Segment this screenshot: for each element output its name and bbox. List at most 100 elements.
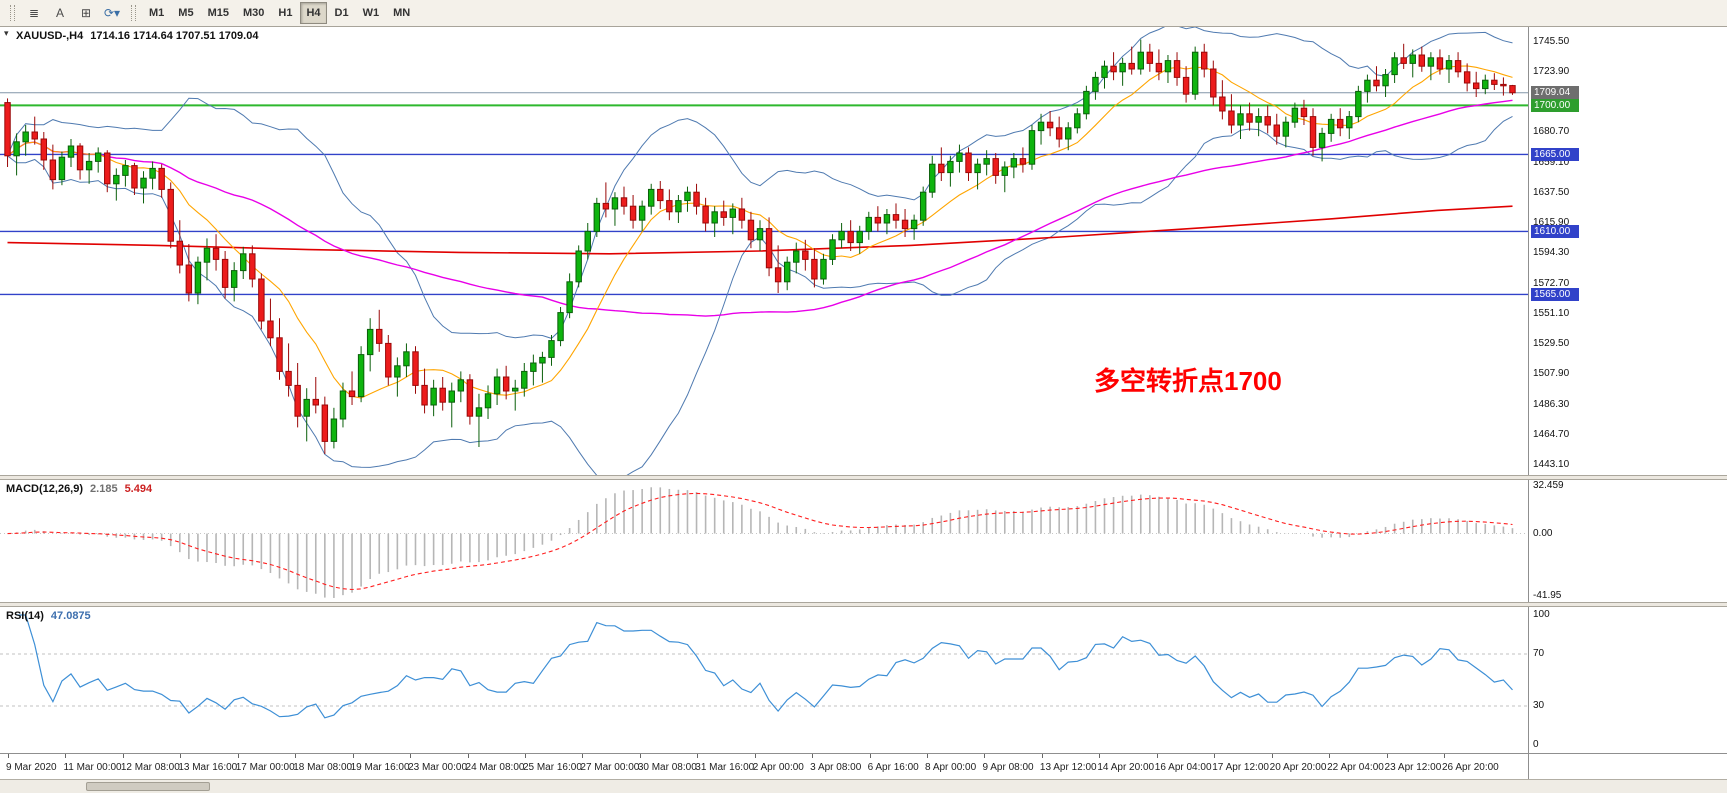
time-tick — [582, 754, 584, 758]
price-scale-label: 1507.90 — [1533, 368, 1570, 380]
price-chart-canvas[interactable]: 多空转折点1700 — [0, 27, 1528, 475]
price-scale-label: 1572.70 — [1533, 277, 1570, 289]
refresh-dropdown-icon[interactable]: ⟳▾ — [103, 6, 121, 20]
macd-canvas[interactable] — [0, 480, 1528, 602]
chart-annotation[interactable]: 多空转折点1700 — [1094, 366, 1282, 396]
timeframe-button-h1[interactable]: H1 — [278, 7, 293, 19]
time-tick — [180, 754, 182, 758]
price-scale-label: 1680.70 — [1533, 126, 1570, 138]
symbol-timeframe-label: XAUUSD-,H4 — [16, 30, 84, 42]
rsi-value: 47.0875 — [50, 610, 91, 622]
time-tick — [639, 754, 641, 758]
rsi-scale-label: 100 — [1533, 609, 1550, 620]
toolbar-grip[interactable] — [10, 5, 15, 21]
time-axis-label: 12 Mar 08:00 — [120, 762, 180, 773]
price-scale-label: 1529.50 — [1533, 338, 1570, 350]
time-tick — [1041, 754, 1043, 758]
rsi-canvas[interactable] — [0, 607, 1528, 753]
time-axis-label: 24 Mar 08:00 — [465, 762, 525, 773]
menu-icon[interactable]: ≣ — [28, 6, 40, 20]
price-scale-label: 1443.10 — [1533, 459, 1570, 471]
time-axis-label: 14 Apr 20:00 — [1097, 762, 1155, 773]
time-axis-label: 6 Apr 16:00 — [867, 762, 919, 773]
level-price-box: 1565.00 — [1531, 287, 1579, 301]
text-tool-icon[interactable]: A — [55, 6, 64, 20]
price-scale-label: 1745.50 — [1533, 35, 1570, 47]
time-axis-label: 22 Apr 04:00 — [1327, 762, 1384, 773]
one-click-trading-toggle[interactable]: ▾ — [4, 28, 9, 38]
time-axis-label: 30 Mar 08:00 — [637, 762, 697, 773]
price-scale-label: 1551.10 — [1533, 307, 1570, 319]
time-tick — [295, 754, 297, 758]
timeframe-button-m5[interactable]: M5 — [178, 7, 194, 19]
timeframe-button-m1[interactable]: M1 — [149, 7, 165, 19]
price-scale-label: 1723.90 — [1533, 65, 1570, 77]
time-tick — [524, 754, 526, 758]
time-axis-label: 17 Apr 12:00 — [1212, 762, 1269, 773]
price-scale[interactable]: 1745.50 1723.90 1680.70 1659.10 1637.50 1615.… — [1529, 27, 1727, 475]
time-axis-label: 13 Mar 16:00 — [178, 762, 238, 773]
time-tick — [65, 754, 67, 758]
time-tick — [984, 754, 986, 758]
macd-scale-label: 0.00 — [1533, 527, 1553, 539]
toolbar-grip[interactable] — [131, 5, 136, 21]
time-axis-label: 27 Mar 00:00 — [580, 762, 640, 773]
time-axis-label: 9 Apr 08:00 — [982, 762, 1034, 773]
price-scale-label: 1486.30 — [1533, 398, 1570, 410]
macd-label: MACD(12,26,9) — [6, 483, 84, 495]
time-tick — [352, 754, 354, 758]
rsi-line — [16, 614, 1513, 719]
bollinger-upper-band — [7, 27, 1513, 339]
time-tick — [754, 754, 756, 758]
rsi-scale-label: 70 — [1533, 648, 1545, 659]
h-scrollbar-thumb[interactable] — [86, 782, 210, 791]
timeframe-button-w1[interactable]: W1 — [362, 7, 380, 19]
panel-splitter[interactable] — [0, 475, 1727, 480]
rsi-panel[interactable]: RSI(14) 47.0875 — [0, 607, 1529, 753]
rsi-scale[interactable]: 100 70 30 0 — [1529, 607, 1727, 753]
price-scale-label: 1464.70 — [1533, 428, 1570, 440]
time-axis-label: 20 Apr 20:00 — [1269, 762, 1327, 773]
time-tick — [237, 754, 239, 758]
time-tick — [1099, 754, 1101, 758]
level-price-box: 1610.00 — [1531, 224, 1579, 238]
candles-layer — [4, 39, 1516, 454]
time-axis-label: 11 Mar 00:00 — [63, 762, 122, 773]
timeframe-button-mn[interactable]: MN — [393, 7, 411, 19]
panel-splitter[interactable] — [0, 602, 1727, 607]
time-tick — [1444, 754, 1445, 758]
timeframe-toolbar: M1 M5 M15 M30 H1 H4 D1 W1 MN — [142, 2, 417, 24]
ohlc-values: 1714.16 1714.64 1707.51 1709.04 — [90, 30, 259, 42]
price-scale-label: 1594.30 — [1533, 247, 1570, 259]
ma-mid-line — [7, 99, 1513, 317]
main-chart-panel[interactable]: 多空转折点1700 ▾ XAUUSD-,H4 1714.16 1714.64 1… — [0, 27, 1529, 475]
level-price-box: 1700.00 — [1531, 98, 1579, 112]
macd-title: MACD(12,26,9) 2.185 5.494 — [6, 483, 152, 495]
bollinger-lower-band — [7, 115, 1513, 475]
price-scale-label: 1615.90 — [1533, 217, 1570, 229]
macd-scale[interactable]: 32.459 0.00 -41.95 — [1529, 480, 1727, 602]
timeframe-button-d1[interactable]: D1 — [334, 7, 349, 19]
rsi-label: RSI(14) — [6, 610, 44, 622]
time-tick — [122, 754, 124, 758]
macd-scale-label: -41.95 — [1533, 589, 1562, 601]
timeframe-button-m30[interactable]: M30 — [242, 7, 265, 19]
macd-histogram — [15, 487, 1514, 598]
time-axis[interactable]: 9 Mar 2020 11 Mar 00:00 12 Mar 08:00 13 Mar… — [0, 754, 1529, 779]
time-axis-label: 3 Apr 08:00 — [810, 762, 862, 773]
time-axis-label: 17 Mar 00:00 — [235, 762, 295, 773]
timeframe-button-h4[interactable]: H4 — [300, 2, 327, 24]
time-tick — [927, 754, 929, 758]
time-tick — [869, 754, 871, 758]
grid-icon[interactable]: ⊞ — [80, 6, 92, 20]
bottom-scrollbar-track[interactable] — [0, 779, 1727, 793]
timeframe-button-m15[interactable]: M15 — [207, 7, 229, 19]
macd-main-value: 2.185 — [90, 483, 118, 495]
macd-signal-line — [7, 492, 1513, 591]
rsi-scale-label: 30 — [1533, 700, 1545, 711]
time-tick — [410, 754, 412, 758]
chart-title: XAUUSD-,H4 1714.16 1714.64 1707.51 1709.… — [16, 30, 258, 42]
time-axis-label: 8 Apr 00:00 — [925, 762, 977, 773]
macd-panel[interactable]: MACD(12,26,9) 2.185 5.494 — [0, 480, 1529, 602]
